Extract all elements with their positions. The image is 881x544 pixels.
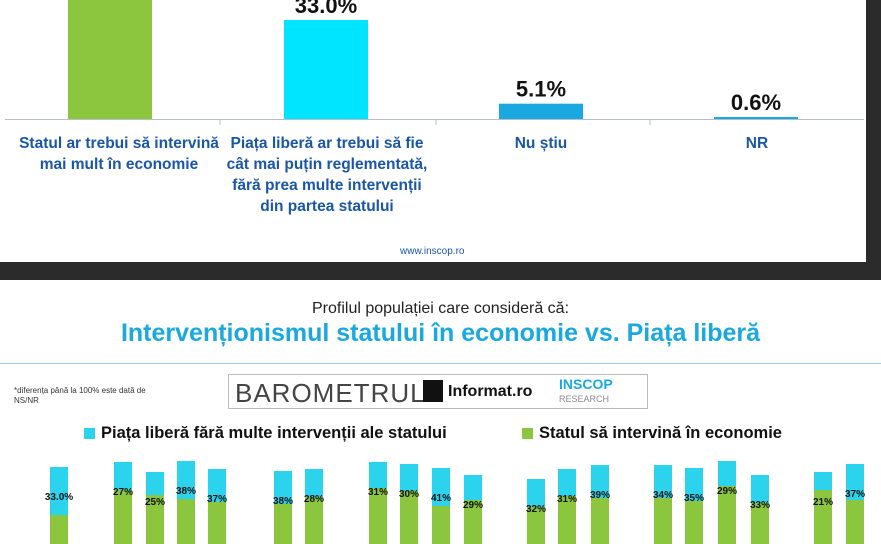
- inscop-logo: INSCOP RESEARCH: [559, 377, 613, 407]
- profile-bar-green: [846, 500, 864, 544]
- profile-value-label: 33.0%: [45, 492, 73, 503]
- screen-edge: [866, 0, 881, 262]
- profile-value-label: 38%: [176, 486, 196, 497]
- profile-bar-green: [464, 500, 482, 544]
- profile-bar-green: [400, 491, 418, 544]
- profile-value-label: 41%: [431, 493, 451, 504]
- profile-bar-green: [814, 490, 832, 544]
- profile-value-label: 25%: [145, 497, 165, 508]
- profile-bar-green: [369, 488, 387, 544]
- data-label-3: 5.1%: [516, 77, 566, 102]
- website-label: www.inscop.ro: [400, 246, 465, 257]
- bar-4: [714, 117, 798, 119]
- profile-value-label: 21%: [813, 497, 833, 508]
- profile-bar-green: [177, 499, 195, 544]
- profile-value-label: 37%: [845, 489, 865, 500]
- branding-bar: BAROMETRUL Informat.ro INSCOP RESEARCH: [228, 374, 648, 409]
- profile-value-label: 32%: [526, 504, 546, 515]
- informat-logo: Informat.ro: [448, 383, 533, 400]
- profile-value-label: 38%: [273, 496, 293, 507]
- profile-bar-green: [718, 486, 736, 544]
- slide-title: Intervenționismul statului în economie v…: [120, 319, 761, 347]
- profile-value-label: 29%: [463, 500, 483, 511]
- profile-bar-green: [685, 501, 703, 544]
- top-chart-panel: 33.0% 5.1% 0.6% Statul ar trebui să interv…: [0, 0, 866, 262]
- profile-value-label: 33%: [750, 500, 770, 511]
- profile-value-label: 34%: [653, 490, 673, 501]
- bar-3: [499, 103, 583, 119]
- footnote: *diferența până la 100% este dată de NS/…: [14, 386, 146, 405]
- category-label-dont-know: Nu știu: [514, 135, 568, 152]
- legend-swatch-cyan: [84, 428, 95, 440]
- data-label-2: 33.0%: [295, 0, 357, 18]
- legend-swatch-green: [522, 428, 533, 440]
- profile-bar-green: [527, 507, 545, 544]
- category-label-state: Statul ar trebui să intervină mai mult î…: [19, 135, 219, 173]
- profile-bar-green: [114, 490, 132, 544]
- research-logo-text: RESEARCH: [559, 394, 610, 404]
- legend-label-free-market: Piața liberă fără multe intervenții ale …: [101, 424, 447, 442]
- profile-value-label: 37%: [207, 494, 227, 505]
- profile-value-label: 31%: [557, 494, 577, 505]
- profile-bar-green: [208, 502, 226, 544]
- profile-value-label: 31%: [368, 487, 388, 498]
- legend-label-state: Statul să intervină în economie: [539, 424, 782, 442]
- profile-value-label: 28%: [304, 494, 324, 505]
- profile-bar-green: [50, 515, 68, 544]
- barometrul-logo: BAROMETRUL: [235, 378, 426, 408]
- profile-value-label: 27%: [113, 487, 133, 498]
- legend-free-market: Piața liberă fără multe intervenții ale …: [84, 424, 447, 443]
- profile-bar-chart: 33.0% 27% 25% 38% 37% 38% 28% 31% 30% 41% 29% 32% 31…: [45, 461, 865, 544]
- profile-bar-green: [274, 504, 292, 544]
- bar-2: [284, 20, 368, 119]
- profile-bar-green: [305, 497, 323, 544]
- profile-value-label: 35%: [684, 493, 704, 504]
- profile-bar-green: [654, 498, 672, 544]
- informat-logo-icon: [423, 380, 443, 402]
- top-bar-chart: 33.0% 5.1% 0.6%: [5, 0, 864, 125]
- category-label-free-market: Piața liberă ar trebui să fie cât mai pu…: [226, 135, 428, 215]
- data-label-4: 0.6%: [731, 90, 781, 115]
- profile-bar-green: [751, 503, 769, 544]
- slide-separator: [0, 262, 881, 280]
- legend-state: Statul să intervină în economie: [522, 424, 782, 443]
- profile-value-label: 39%: [590, 490, 610, 501]
- profile-value-label: 29%: [717, 486, 737, 497]
- title-divider: [0, 363, 881, 364]
- profile-bar-green: [591, 498, 609, 544]
- profile-bar-green: [146, 495, 164, 544]
- category-label-nr: NR: [745, 135, 769, 152]
- profile-bar-green: [432, 506, 450, 544]
- profile-bar-green: [558, 496, 576, 544]
- bar-1: [68, 0, 152, 119]
- inscop-logo-text: INSCOP: [559, 376, 613, 392]
- profile-value-label: 30%: [399, 489, 419, 500]
- slide-subtitle: Profilul populației care consideră că:: [311, 300, 570, 317]
